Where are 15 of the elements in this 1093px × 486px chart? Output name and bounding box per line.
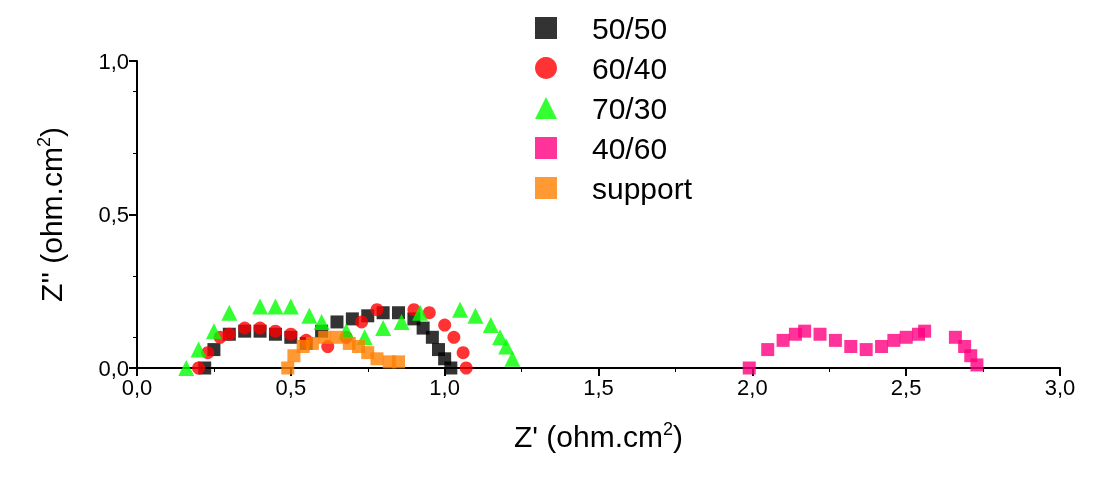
legend-label: 50/50 [592, 11, 668, 45]
x-tick-label: 1,5 [583, 374, 614, 400]
y-axis-title: Z'' (ohm.cm2) [34, 127, 68, 302]
x-tick-label: 0,5 [275, 374, 307, 400]
y-tick-label: 1,0 [98, 48, 129, 74]
y-tick-label: 0,5 [98, 202, 129, 227]
x-tick-label: 1,0 [429, 374, 460, 400]
y-tick-label: 0,0 [98, 355, 129, 381]
x-tick-label: 2,0 [737, 374, 768, 400]
x-tick-label: 2,5 [890, 374, 922, 400]
legend-label: 60/40 [592, 51, 668, 85]
legend-label: 70/30 [592, 91, 668, 125]
legend-label: support [592, 171, 693, 205]
x-tick-label: 3,0 [1044, 374, 1076, 400]
legend-label: 40/60 [592, 131, 668, 165]
